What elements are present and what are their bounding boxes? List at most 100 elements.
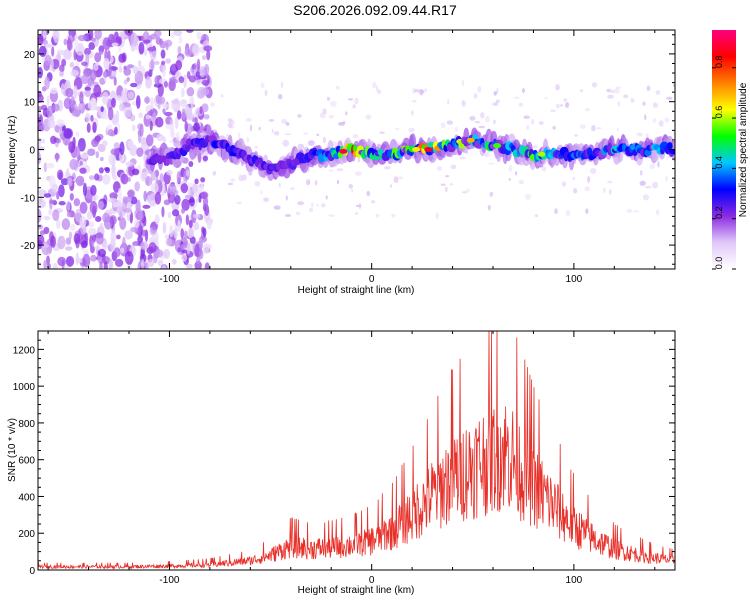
heatmap-cell xyxy=(180,183,189,194)
heatmap-cell xyxy=(607,180,613,184)
heatmap-cell xyxy=(143,96,151,104)
colorbar-tick-label: 0.8 xyxy=(714,55,724,68)
heatmap-cell xyxy=(617,101,620,107)
heatmap-cell xyxy=(459,156,467,160)
heatmap-cell xyxy=(184,48,192,57)
heatmap-cell xyxy=(130,196,138,205)
heatmap-cell xyxy=(63,97,73,110)
heatmap-cell xyxy=(103,57,110,70)
heatmap-cell xyxy=(43,260,48,269)
heatmap-cell xyxy=(73,198,81,207)
heatmap-cell xyxy=(131,124,136,132)
heatmap-cell xyxy=(336,179,340,185)
heatmap-cell xyxy=(176,131,180,142)
heatmap-cell xyxy=(202,155,208,162)
heatmap-cell xyxy=(134,219,140,229)
heatmap-cell xyxy=(90,254,97,262)
heatmap-cell xyxy=(200,87,210,96)
heatmap-cell xyxy=(55,152,59,163)
heatmap-cell xyxy=(162,136,166,144)
heatmap-cell xyxy=(166,169,173,176)
heatmap-cell xyxy=(303,132,309,135)
heatmap-cell xyxy=(84,86,91,91)
heatmap-cell xyxy=(672,83,675,88)
heatmap-cell xyxy=(88,30,94,41)
heatmap-cell xyxy=(38,93,44,104)
heatmap-cell xyxy=(204,262,210,269)
x-tick-label: -100 xyxy=(159,575,179,586)
heatmap-cell xyxy=(237,132,241,139)
heatmap-cell xyxy=(149,199,155,206)
heatmap-cell xyxy=(109,215,117,225)
heatmap-cell xyxy=(110,71,117,77)
heatmap-cell xyxy=(39,194,43,204)
heatmap-cell xyxy=(666,142,673,151)
heatmap-cell xyxy=(179,100,188,108)
heatmap-cell xyxy=(306,179,311,186)
heatmap-cell xyxy=(185,30,194,33)
heatmap-cell xyxy=(668,148,675,155)
heatmap-cell xyxy=(592,81,598,88)
heatmap-cell xyxy=(192,213,201,219)
heatmap-cell xyxy=(285,121,290,126)
heatmap-cell xyxy=(531,118,535,125)
heatmap-cell xyxy=(614,87,620,94)
heatmap-cell xyxy=(186,242,191,255)
heatmap-cell xyxy=(626,208,633,213)
heatmap-cell xyxy=(175,60,183,71)
heatmap-cell xyxy=(260,189,263,195)
heatmap-cell xyxy=(132,65,139,74)
heatmap-cell xyxy=(65,255,75,267)
heatmap-cell xyxy=(357,156,361,163)
heatmap-cell xyxy=(63,38,68,46)
heatmap-cell xyxy=(139,123,144,137)
heatmap-cell xyxy=(446,120,453,125)
heatmap-cell xyxy=(152,112,157,119)
heatmap-cell xyxy=(636,132,643,137)
heatmap-cell xyxy=(79,91,84,105)
heatmap-cell xyxy=(227,182,234,186)
heatmap-cell xyxy=(508,178,511,181)
heatmap-cell xyxy=(60,178,69,186)
heatmap-cell xyxy=(523,115,531,119)
heatmap-cell xyxy=(38,261,42,269)
heatmap-cell xyxy=(639,180,646,186)
heatmap-cell xyxy=(86,122,91,133)
heatmap-cell xyxy=(38,45,47,58)
heatmap-cell xyxy=(58,122,63,134)
heatmap-cell xyxy=(162,221,167,234)
heatmap-cell xyxy=(230,178,236,182)
x-tick-label: 100 xyxy=(566,274,583,285)
heatmap-cell xyxy=(321,203,326,208)
heatmap-cell xyxy=(102,174,111,185)
heatmap-cell xyxy=(46,95,50,107)
heatmap-cell xyxy=(75,131,80,138)
heatmap-cell xyxy=(93,84,102,98)
heatmap-cell xyxy=(352,134,359,139)
heatmap-cell xyxy=(607,94,614,99)
heatmap-cell xyxy=(245,118,252,122)
heatmap-cell xyxy=(480,112,485,119)
colorbar-tick-label: 0.6 xyxy=(714,106,724,119)
heatmap-cell xyxy=(95,215,102,222)
heatmap-cell xyxy=(53,30,60,44)
heatmap-cell xyxy=(150,33,157,40)
heatmap-cell xyxy=(653,102,656,107)
heatmap-cell xyxy=(67,177,73,187)
heatmap-cell xyxy=(525,125,530,131)
heatmap-cell xyxy=(348,184,354,189)
heatmap-cell xyxy=(75,252,79,266)
heatmap-cell xyxy=(584,108,591,112)
heatmap-cell xyxy=(126,77,130,82)
heatmap-cell xyxy=(273,131,280,136)
heatmap-cell xyxy=(77,34,87,42)
heatmap-cell xyxy=(212,170,217,176)
heatmap-cell xyxy=(354,212,359,215)
heatmap-cell xyxy=(38,150,41,164)
colorbar: 0.0 0.2 0.4 0.6 0.8 Normalized spectral ampl… xyxy=(712,30,749,270)
heatmap-cell xyxy=(573,187,578,194)
heatmap-cell xyxy=(157,259,164,267)
heatmap-cell xyxy=(280,81,284,88)
heatmap-cell xyxy=(393,176,399,184)
